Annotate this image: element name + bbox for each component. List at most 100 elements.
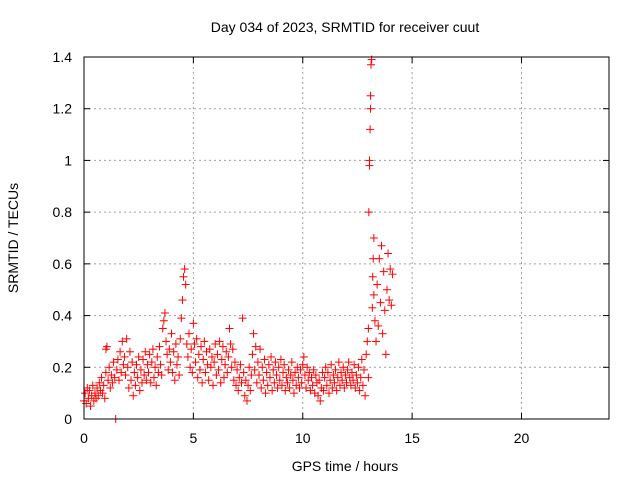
data-point (120, 352, 129, 361)
data-point (264, 360, 273, 369)
data-point (133, 373, 142, 382)
data-point (311, 371, 320, 380)
data-point (241, 376, 250, 385)
data-point (372, 337, 381, 346)
data-point (112, 365, 121, 374)
data-point (249, 329, 258, 338)
data-point (388, 270, 397, 279)
data-point (160, 308, 169, 317)
data-point (378, 329, 387, 338)
data-point (364, 324, 373, 333)
data-point (270, 378, 279, 387)
data-point (360, 365, 368, 374)
y-tick-label: 1.4 (53, 49, 73, 65)
data-point (130, 368, 139, 377)
data-point (342, 378, 351, 387)
data-point (211, 340, 220, 349)
data-point (233, 365, 242, 374)
data-point (332, 386, 341, 395)
data-point (339, 363, 348, 372)
data-point (221, 360, 230, 369)
data-point (158, 324, 167, 333)
data-point (121, 371, 130, 380)
data-point (191, 358, 200, 367)
data-point (297, 378, 306, 387)
y-tick-label: 1.2 (53, 101, 73, 117)
data-point (263, 381, 272, 390)
data-point (309, 365, 318, 374)
data-point (207, 352, 216, 361)
data-point (85, 386, 94, 395)
data-point (88, 381, 97, 390)
data-point (369, 234, 378, 242)
data-point (280, 360, 289, 369)
data-point (260, 355, 269, 364)
data-point (175, 371, 184, 380)
data-point (296, 365, 305, 374)
data-point (141, 347, 150, 356)
data-point (201, 368, 210, 377)
data-point (118, 337, 127, 346)
data-point (117, 368, 126, 377)
data-point (159, 316, 168, 325)
data-point (353, 378, 362, 387)
data-point (97, 373, 106, 382)
data-point (212, 371, 221, 380)
x-tick-label: 15 (404, 430, 420, 446)
data-point (279, 368, 288, 377)
data-point (216, 378, 225, 387)
data-point (125, 347, 134, 356)
data-point (334, 358, 343, 367)
data-point (262, 368, 271, 377)
data-point (148, 345, 157, 354)
data-point (265, 373, 274, 382)
data-point (222, 347, 231, 356)
data-point (239, 368, 248, 377)
data-point (322, 381, 331, 390)
data-point (186, 363, 195, 372)
data-point (364, 208, 373, 217)
data-point (164, 365, 173, 374)
data-point (285, 383, 294, 392)
data-point (225, 324, 234, 333)
data-point (347, 368, 356, 377)
data-point (214, 365, 223, 374)
data-point (321, 363, 330, 372)
data-points (80, 55, 397, 423)
data-point (300, 371, 309, 380)
plot-frame (83, 56, 610, 420)
data-point (337, 368, 346, 377)
data-point (255, 371, 263, 380)
data-point (277, 381, 286, 390)
data-point (327, 360, 336, 369)
data-point (364, 373, 373, 382)
grid-lines (84, 57, 609, 419)
data-point (375, 254, 384, 263)
data-point (198, 378, 207, 387)
data-point (314, 391, 323, 400)
data-point (380, 306, 389, 315)
tick-labels: 0 5 10 15 20 0 0.2 0.4 0.6 0.8 1 1.2 1.4 (53, 49, 530, 446)
data-point (349, 376, 358, 385)
data-point (143, 360, 152, 369)
data-point (163, 350, 172, 359)
data-point (142, 376, 151, 385)
data-point (367, 60, 375, 69)
data-point (361, 391, 370, 400)
data-point (268, 386, 277, 395)
chart-title: Day 034 of 2023, SRMTID for receiver cuu… (211, 19, 480, 35)
data-point (170, 376, 179, 385)
data-point (340, 383, 349, 392)
data-point (180, 265, 189, 274)
y-tick-label: 0.4 (53, 308, 73, 324)
data-point (282, 373, 291, 382)
data-point (101, 368, 110, 377)
data-point (187, 345, 196, 354)
data-point (363, 337, 372, 346)
data-point (197, 342, 206, 351)
data-point (302, 383, 311, 392)
data-point (386, 265, 395, 274)
data-point (276, 355, 285, 364)
data-point (234, 386, 243, 395)
